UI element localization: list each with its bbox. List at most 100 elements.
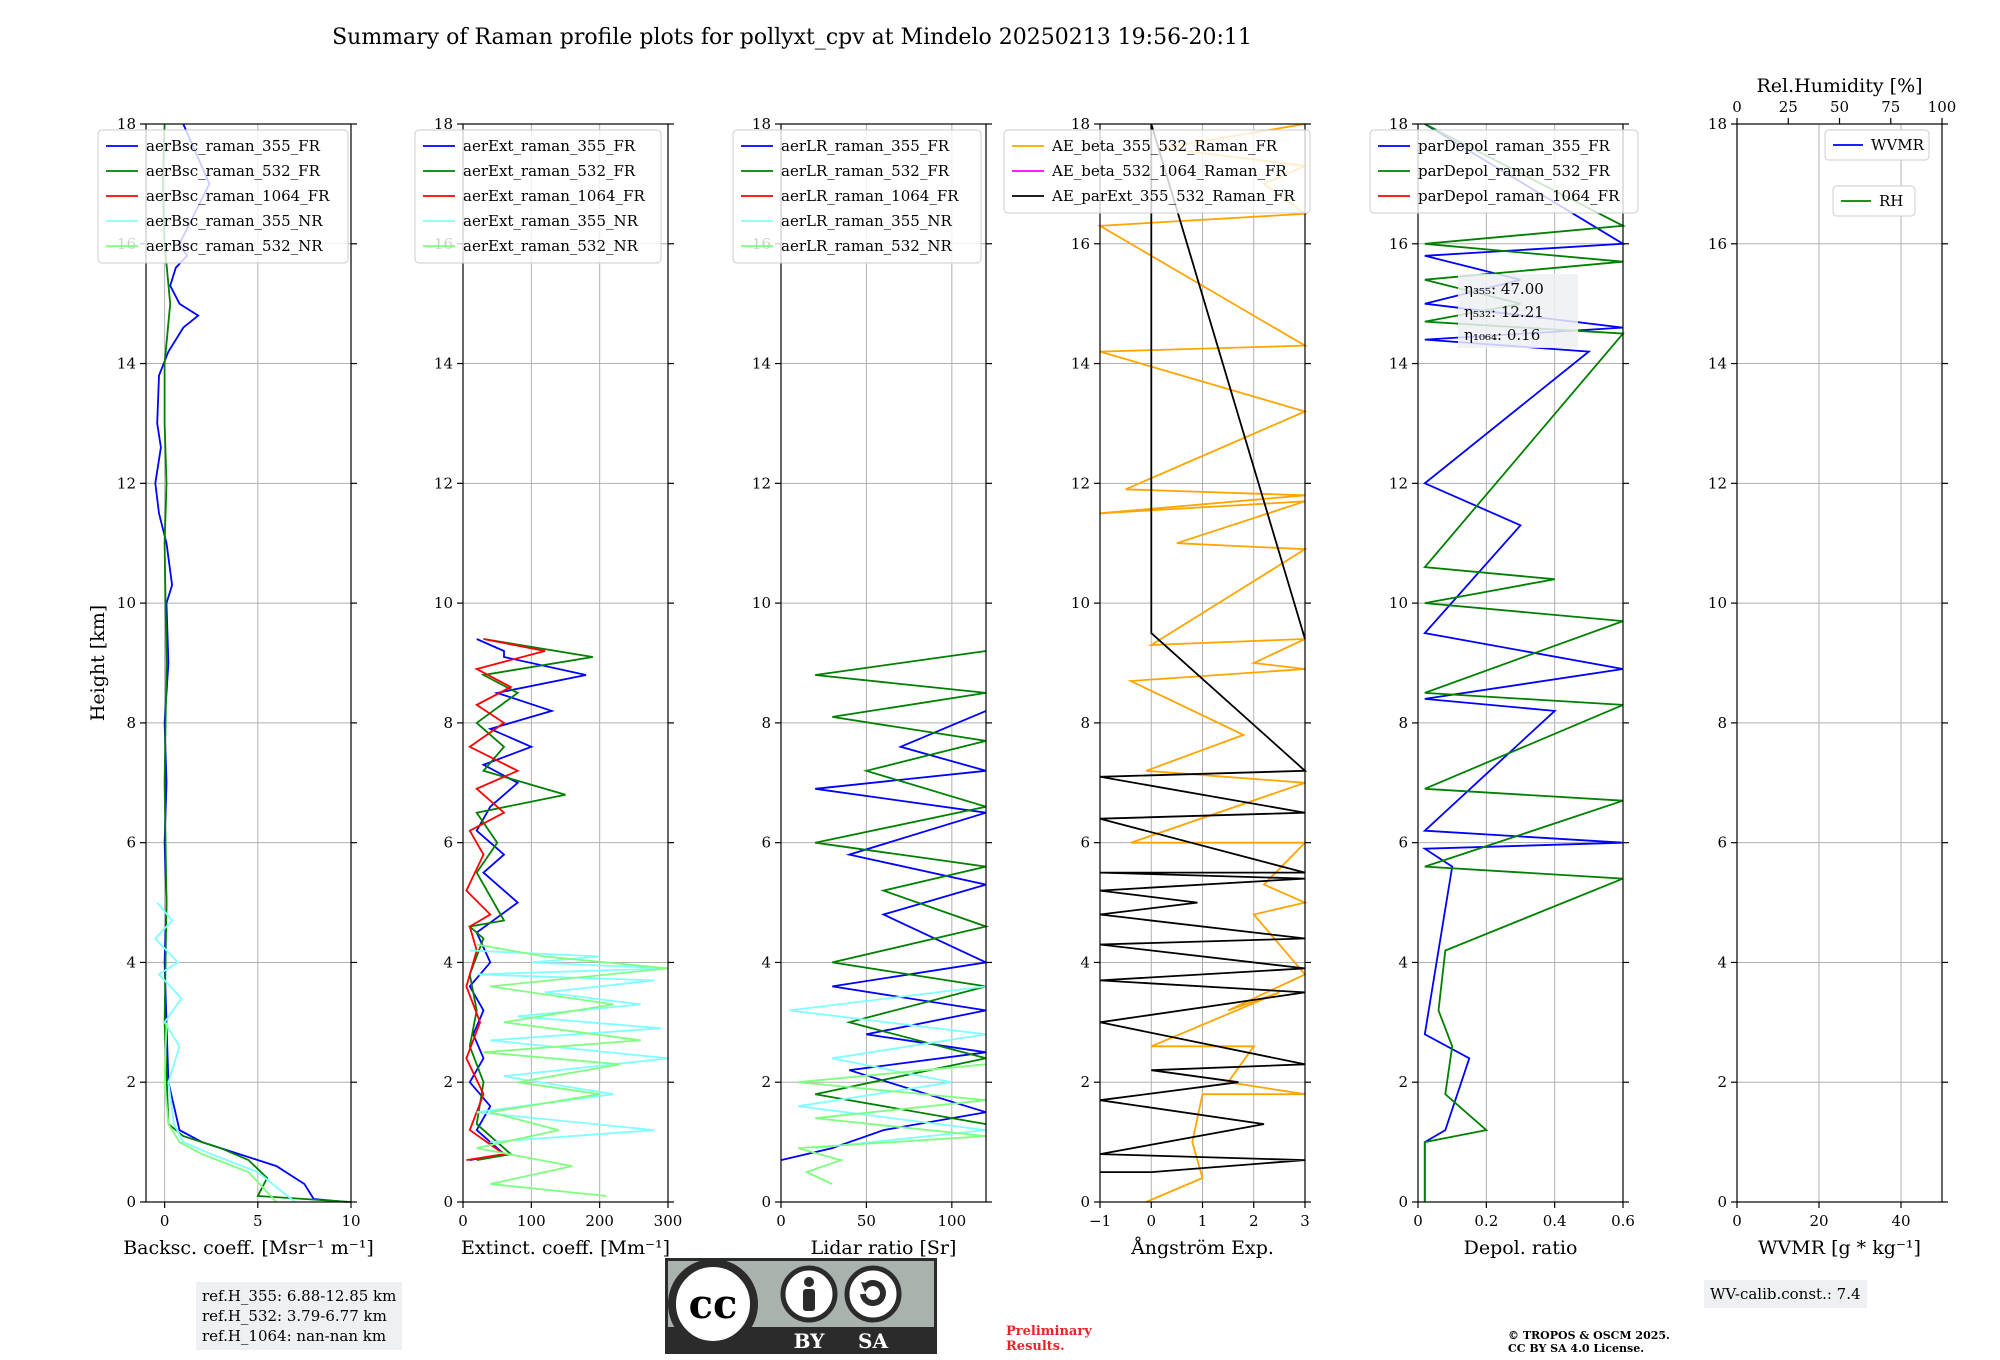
x-tick-label: 100	[938, 1212, 967, 1230]
legend-entry: aerExt_raman_1064_FR	[463, 187, 645, 205]
x-tick-label: 1	[1198, 1212, 1208, 1230]
x-tick-label: 2	[1249, 1212, 1259, 1230]
legend-box	[97, 129, 349, 264]
y-tick-label: 4	[1398, 953, 1408, 971]
y-tick-label: 8	[1717, 714, 1727, 732]
x-tick-label: 3	[1300, 1212, 1310, 1230]
x-tick-label: 10	[341, 1212, 360, 1230]
legend: aerExt_raman_355_FR aerExt_raman_532_FRae…	[414, 129, 662, 264]
y-tick-label: 4	[443, 953, 453, 971]
y-tick-label: 6	[761, 834, 771, 852]
y-tick-label: 4	[1080, 953, 1090, 971]
annotation-text: η₁₀₆₄: 0.16	[1464, 326, 1540, 344]
legend-entry: AE_beta_355_532_Raman_FR	[1051, 137, 1278, 155]
y-tick-label: 4	[126, 953, 136, 971]
y-tick-label: 18	[117, 115, 136, 133]
y-tick-label: 10	[752, 594, 771, 612]
series-line-1	[467, 638, 593, 1161]
y-tick-label: 2	[1080, 1073, 1090, 1091]
legend-entry: aerExt_raman_355_NR	[463, 212, 639, 230]
series-line-2	[465, 638, 546, 1161]
legend-entry: aerLR_raman_532_FR	[781, 162, 950, 180]
preliminary-results-note: Preliminary Results.	[1006, 1324, 1092, 1354]
legend-entry: aerBsc_raman_532_FR	[146, 162, 321, 180]
x-tick-label: 5	[253, 1212, 263, 1230]
y-tick-label: 18	[1708, 115, 1727, 133]
y-tick-label: 10	[1708, 594, 1727, 612]
y-tick-label: 6	[1398, 834, 1408, 852]
y-tick-label: 6	[443, 834, 453, 852]
y-tick-label: 14	[434, 355, 453, 373]
legend-entry: aerLR_raman_532_NR	[781, 237, 952, 255]
x-tick-label: 0	[1732, 1212, 1742, 1230]
ref-height-355: ref.H_355: 6.88-12.85 km	[202, 1287, 397, 1305]
legend-box	[732, 129, 982, 264]
x-tick-label: −1	[1089, 1212, 1111, 1230]
y-tick-label: 18	[752, 115, 771, 133]
figure-title: Summary of Raman profile plots for polly…	[332, 25, 1252, 50]
x2-tick-label: 50	[1830, 98, 1849, 116]
legend-entry: aerExt_raman_532_FR	[463, 162, 636, 180]
y-tick-label: 18	[1071, 115, 1090, 133]
y-tick-label: 8	[761, 714, 771, 732]
y-tick-label: 10	[1389, 594, 1408, 612]
copyright-line-2: CC BY SA 4.0 License.	[1508, 1342, 1645, 1355]
y-tick-label: 2	[1717, 1073, 1727, 1091]
legend-entry: WVMR	[1871, 136, 1925, 154]
x-tick-label: 300	[654, 1212, 683, 1230]
cc-by-sa-license-badge: cc BY SA	[665, 1258, 937, 1354]
legend-entry: AE_beta_532_1064_Raman_FR	[1051, 162, 1287, 180]
y-tick-label: 12	[1071, 474, 1090, 492]
chart-panel-1: 0246810121416180510Backsc. coeff. [Msr⁻¹…	[87, 115, 374, 1259]
x-tick-label: 0.4	[1543, 1212, 1567, 1230]
x2-tick-label: 75	[1881, 98, 1900, 116]
reference-height-box: ref.H_355: 6.88-12.85 km ref.H_532: 3.79…	[196, 1282, 403, 1350]
y-tick-label: 2	[761, 1073, 771, 1091]
copyright-line-1: © TROPOS & OSCM 2025.	[1508, 1329, 1670, 1342]
series-line-1	[1422, 123, 1627, 1202]
x2-tick-label: 100	[1928, 98, 1957, 116]
y-tick-label: 16	[1708, 235, 1727, 253]
annotation-bg	[1458, 274, 1578, 348]
y-tick-label: 8	[1080, 714, 1090, 732]
y-tick-label: 4	[761, 953, 771, 971]
y-tick-label: 6	[1080, 834, 1090, 852]
annotation-text: η₅₃₂: 12.21	[1464, 303, 1544, 321]
legend-entry: aerBsc_raman_355_NR	[146, 212, 323, 230]
legend-entry: RH	[1879, 192, 1903, 210]
legend-box	[1003, 129, 1311, 214]
series-line-2	[1099, 123, 1308, 1173]
cc-logo-text: cc	[689, 1281, 738, 1328]
by-label: BY	[794, 1329, 826, 1353]
x-axis-label: Ångström Exp.	[1130, 1237, 1274, 1259]
plot-frame	[1417, 123, 1624, 1203]
x-tick-label: 0	[1146, 1212, 1156, 1230]
y-tick-label: 0	[1717, 1193, 1727, 1211]
x-tick-label: 0.6	[1611, 1212, 1635, 1230]
legend: WVMR RH	[1824, 129, 1930, 217]
series-line-0	[154, 123, 348, 1203]
legend-entry: AE_parExt_355_532_Raman_FR	[1051, 187, 1296, 205]
legend-box	[414, 129, 662, 264]
legend-box	[1369, 129, 1639, 214]
y-tick-label: 10	[434, 594, 453, 612]
x2-tick-label: 0	[1732, 98, 1742, 116]
y-tick-label: 0	[443, 1193, 453, 1211]
y-tick-label: 0	[1398, 1193, 1408, 1211]
y-tick-label: 6	[126, 834, 136, 852]
legend: parDepol_raman_355_FR parDepol_raman_532_…	[1369, 129, 1639, 214]
y-tick-label: 12	[117, 474, 136, 492]
x-tick-label: 200	[585, 1212, 614, 1230]
chart-panel-6: 0 2 4 6 8 10 12 14 16 18 0 20 40 WVMR [g * kg⁻¹] 0 25 50…	[1708, 75, 1956, 1259]
y-tick-label: 12	[1389, 474, 1408, 492]
legend-entry: aerBsc_raman_355_FR	[146, 137, 321, 155]
y-tick-label: 2	[443, 1073, 453, 1091]
legend: AE_beta_355_532_Raman_FR AE_beta_532_1064…	[1003, 129, 1311, 214]
preliminary-line-2: Results.	[1006, 1339, 1065, 1354]
ref-height-532: ref.H_532: 3.79-6.77 km	[202, 1307, 387, 1325]
x-tick-label: 50	[857, 1212, 876, 1230]
chart-panel-5: 0 2 4 6 8 10 12 14 16 18 0 0.2 0.4 0.6 Depol. ratio par…	[1369, 115, 1639, 1259]
y-tick-label: 0	[1080, 1193, 1090, 1211]
annotation-box: η₃₅₅: 47.00 η₅₃₂: 12.21 η₁₀₆₄: 0.16	[1458, 274, 1578, 348]
